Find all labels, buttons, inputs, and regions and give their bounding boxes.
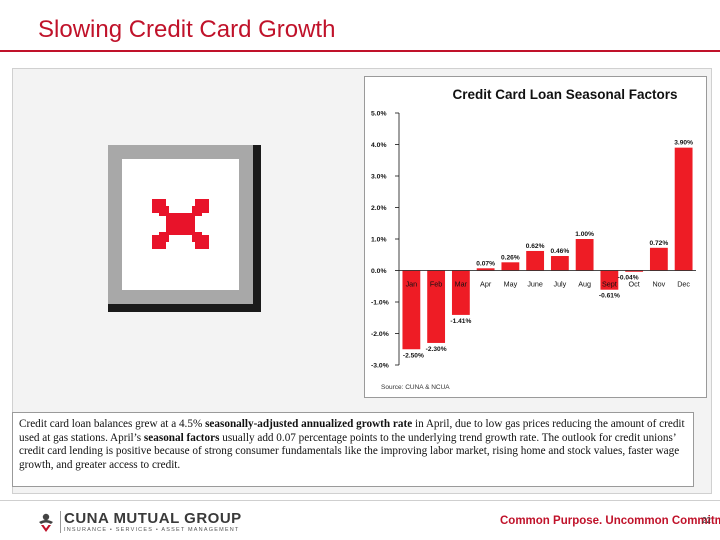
commentary-box: Credit card loan balances grew at a 4.5%…	[12, 412, 694, 487]
bar-dec	[674, 147, 693, 271]
x-tick-label: Oct	[629, 280, 640, 289]
bar-nov	[649, 247, 668, 271]
x-tick-label: Mar	[455, 280, 468, 289]
x-tick-label: May	[504, 280, 518, 289]
data-label: 0.07%	[476, 260, 495, 267]
bar-jan	[402, 270, 421, 350]
footer-tagline: Common Purpose. Uncommon Commitment.	[500, 515, 720, 527]
title-divider	[0, 50, 720, 52]
chart-container: Credit Card Loan Seasonal Factors 5.0% 4.…	[364, 76, 707, 398]
y-tick-label: -2.0%	[371, 331, 389, 338]
logo-divider	[60, 511, 61, 533]
logo-name: CUNA MUTUAL GROUP	[64, 510, 242, 527]
data-label: 0.72%	[650, 240, 669, 247]
slide-title: Slowing Credit Card Growth	[38, 16, 336, 43]
commentary-part-2: in April, due to low gas prices reducing…	[19, 418, 685, 444]
data-label: 0.62%	[526, 243, 545, 250]
bar-sept	[600, 270, 619, 290]
x-tick-label: Apr	[480, 280, 492, 289]
y-tick-label: -3.0%	[371, 363, 389, 370]
bar-mar	[451, 270, 470, 315]
cuna-mutual-logo-icon	[39, 513, 53, 532]
x-tick-label: Sept	[602, 280, 617, 289]
data-label: -0.61%	[599, 293, 620, 300]
x-tick-label: Nov	[652, 280, 665, 289]
x-tick-label: Feb	[430, 280, 442, 289]
y-tick-label: 5.0%	[371, 111, 387, 118]
chart-source: Source: CUNA & NCUA	[381, 384, 450, 391]
y-tick-label: 3.0%	[371, 174, 387, 181]
logo-tagline: INSURANCE • SERVICES • ASSET MANAGEMENT	[64, 527, 240, 533]
y-tick-label: 0.0%	[371, 268, 387, 275]
commentary-text: Credit card loan balances grew at a 4.5%…	[19, 418, 687, 472]
broken-image-placeholder	[108, 145, 261, 312]
chart-title: Credit Card Loan Seasonal Factors	[452, 87, 677, 102]
bar-feb	[427, 270, 446, 343]
y-tick-label: 1.0%	[371, 237, 387, 244]
data-label: 0.46%	[551, 248, 570, 255]
bar-may	[501, 262, 520, 271]
x-tick-label: July	[553, 280, 566, 289]
bar-aug	[575, 239, 594, 271]
data-label: 0.26%	[501, 254, 520, 261]
x-tick-label: Jan	[406, 280, 418, 289]
page-number: 22	[702, 516, 711, 525]
commentary-part-3: usually add 0.07 percentage points to th…	[19, 431, 680, 471]
y-tick-label: -1.0%	[371, 300, 389, 307]
data-label: 1.00%	[575, 231, 594, 238]
y-tick-label: 2.0%	[371, 205, 387, 212]
placeholder-canvas	[122, 159, 239, 290]
seasonal-factors-chart: Credit Card Loan Seasonal Factors 5.0% 4.…	[371, 87, 696, 391]
x-tick-label: Dec	[677, 280, 690, 289]
footer-divider	[0, 500, 720, 501]
commentary-part-1: Credit card loan balances grew at a 4.5%	[19, 418, 206, 430]
data-label: -2.50%	[403, 352, 424, 359]
bar-oct	[625, 270, 644, 272]
data-label: 3.90%	[674, 140, 693, 147]
bar-june	[526, 250, 545, 271]
data-label: -2.30%	[426, 346, 447, 353]
x-tick-label: June	[527, 280, 543, 289]
commentary-bold-1: seasonally-adjusted annualized growth ra…	[205, 418, 413, 430]
data-label: -1.41%	[450, 318, 471, 325]
data-label: -0.04%	[618, 275, 639, 282]
bar-july	[550, 256, 569, 271]
y-tick-label: 4.0%	[371, 142, 387, 149]
broken-image-icon	[152, 199, 209, 249]
bar-apr	[476, 268, 495, 271]
commentary-bold-2: seasonal factors	[143, 431, 220, 444]
x-tick-label: Aug	[578, 280, 591, 289]
